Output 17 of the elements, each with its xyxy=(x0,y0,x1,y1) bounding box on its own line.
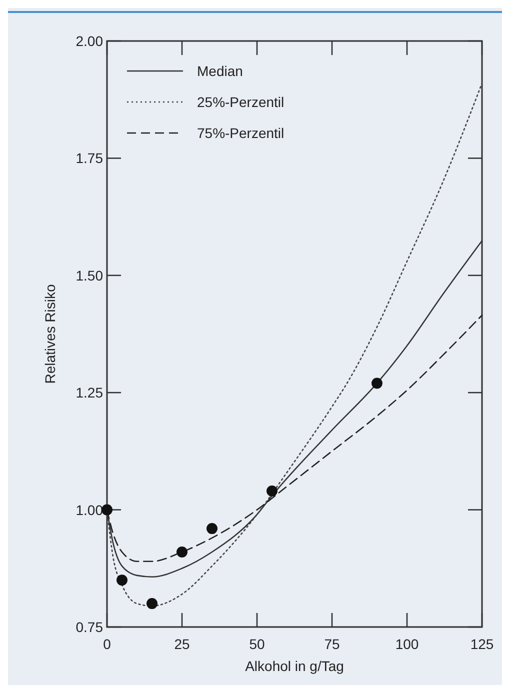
y-tick-label: 1.25 xyxy=(76,384,104,401)
x-tick-label: 0 xyxy=(103,636,112,652)
y-tick-label: 1.75 xyxy=(76,150,104,166)
y-tick-label: 2.00 xyxy=(76,33,104,49)
y-tick-label: 1.00 xyxy=(76,502,104,518)
x-tick-label: 50 xyxy=(249,636,265,652)
y-tick-label: 1.50 xyxy=(76,267,104,284)
y-tick-label: 0.75 xyxy=(76,619,104,635)
x-tick-label: 100 xyxy=(395,636,419,652)
x-axis-title: Alkohol in g/Tag xyxy=(245,658,344,674)
legend-label: Median xyxy=(197,63,243,79)
x-tick-label: 25 xyxy=(174,636,190,652)
legend-label: 25%-Perzentil xyxy=(197,94,284,110)
y-axis-title: Relatives Risiko xyxy=(42,284,58,384)
x-tick-label: 75 xyxy=(324,636,340,652)
legend-label: 75%-Perzentil xyxy=(197,125,284,141)
x-tick-label: 125 xyxy=(470,636,494,652)
